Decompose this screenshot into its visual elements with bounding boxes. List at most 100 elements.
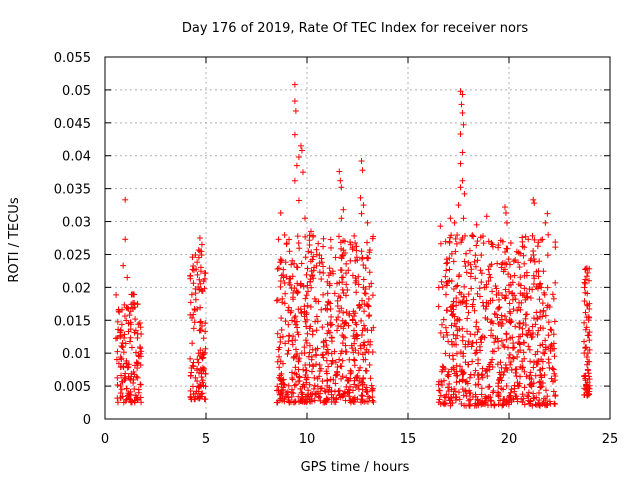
data-point [313, 246, 320, 253]
data-point [191, 319, 198, 326]
data-point [343, 260, 350, 267]
data-point [296, 355, 303, 362]
data-point [132, 362, 139, 369]
data-point [308, 268, 315, 275]
data-point [125, 328, 132, 335]
data-point [524, 392, 531, 399]
data-point [190, 280, 197, 287]
data-point [297, 282, 304, 289]
data-point [584, 366, 591, 373]
data-point [442, 324, 449, 331]
data-point [485, 300, 492, 307]
data-point [453, 362, 460, 369]
y-tick-label: 0.015 [54, 314, 91, 329]
data-point [291, 131, 298, 138]
data-point [507, 319, 514, 326]
data-point [472, 350, 479, 357]
data-point [545, 332, 552, 339]
data-point [192, 285, 199, 292]
data-point [320, 354, 327, 361]
y-tick-label: 0.045 [54, 117, 91, 132]
data-point [118, 363, 125, 370]
data-point [334, 280, 341, 287]
data-point [439, 321, 446, 328]
data-point [467, 273, 474, 280]
data-point [494, 260, 501, 267]
data-point [308, 284, 315, 291]
data-point [278, 370, 285, 377]
data-point [523, 373, 530, 380]
data-point [328, 313, 335, 320]
data-point [312, 318, 319, 325]
data-point [581, 298, 588, 305]
data-point [478, 372, 485, 379]
data-point [521, 285, 528, 292]
data-point [534, 315, 541, 322]
data-point [551, 318, 558, 325]
data-point [115, 360, 122, 367]
data-point [517, 250, 524, 257]
data-point [523, 290, 530, 297]
data-point [465, 341, 472, 348]
data-point [453, 323, 460, 330]
data-point [474, 238, 481, 245]
data-point [539, 300, 546, 307]
data-point [457, 131, 464, 138]
data-point [516, 264, 523, 271]
data-point [519, 358, 526, 365]
data-point [196, 248, 203, 255]
data-point [485, 384, 492, 391]
data-point [534, 331, 541, 338]
data-point [525, 397, 532, 404]
data-point [502, 286, 509, 293]
data-point [282, 318, 289, 325]
data-point [516, 324, 523, 331]
data-point [457, 88, 464, 95]
data-point [287, 309, 294, 316]
data-point [309, 256, 316, 263]
data-point [298, 397, 305, 404]
data-point [461, 232, 468, 239]
data-point [496, 376, 503, 383]
data-point [365, 295, 372, 302]
data-point [135, 389, 142, 396]
data-point [133, 359, 140, 366]
data-point [479, 299, 486, 306]
data-point [457, 363, 464, 370]
data-point [582, 377, 589, 384]
data-point [446, 266, 453, 273]
data-point [358, 396, 365, 403]
data-point [459, 91, 466, 98]
data-point [510, 340, 517, 347]
data-point [469, 358, 476, 365]
data-point [354, 335, 361, 342]
data-point [474, 257, 481, 264]
data-point [320, 269, 327, 276]
data-point [447, 234, 454, 241]
data-point [191, 307, 198, 314]
data-point [361, 342, 368, 349]
data-point [114, 348, 121, 355]
data-point [309, 331, 316, 338]
data-point [452, 248, 459, 255]
data-point [512, 323, 519, 330]
data-point [122, 236, 129, 243]
data-point [325, 327, 332, 334]
data-point [533, 268, 540, 275]
data-point [437, 223, 444, 230]
data-point [514, 383, 521, 390]
data-point [528, 376, 535, 383]
data-point [197, 304, 204, 311]
data-point [459, 299, 466, 306]
data-point [505, 256, 512, 263]
data-point [521, 368, 528, 375]
data-point [479, 233, 486, 240]
data-point [334, 327, 341, 334]
data-point [323, 357, 330, 364]
data-point [437, 240, 444, 247]
data-point [453, 341, 460, 348]
data-point [304, 265, 311, 272]
data-point [476, 285, 483, 292]
data-point [295, 378, 302, 385]
